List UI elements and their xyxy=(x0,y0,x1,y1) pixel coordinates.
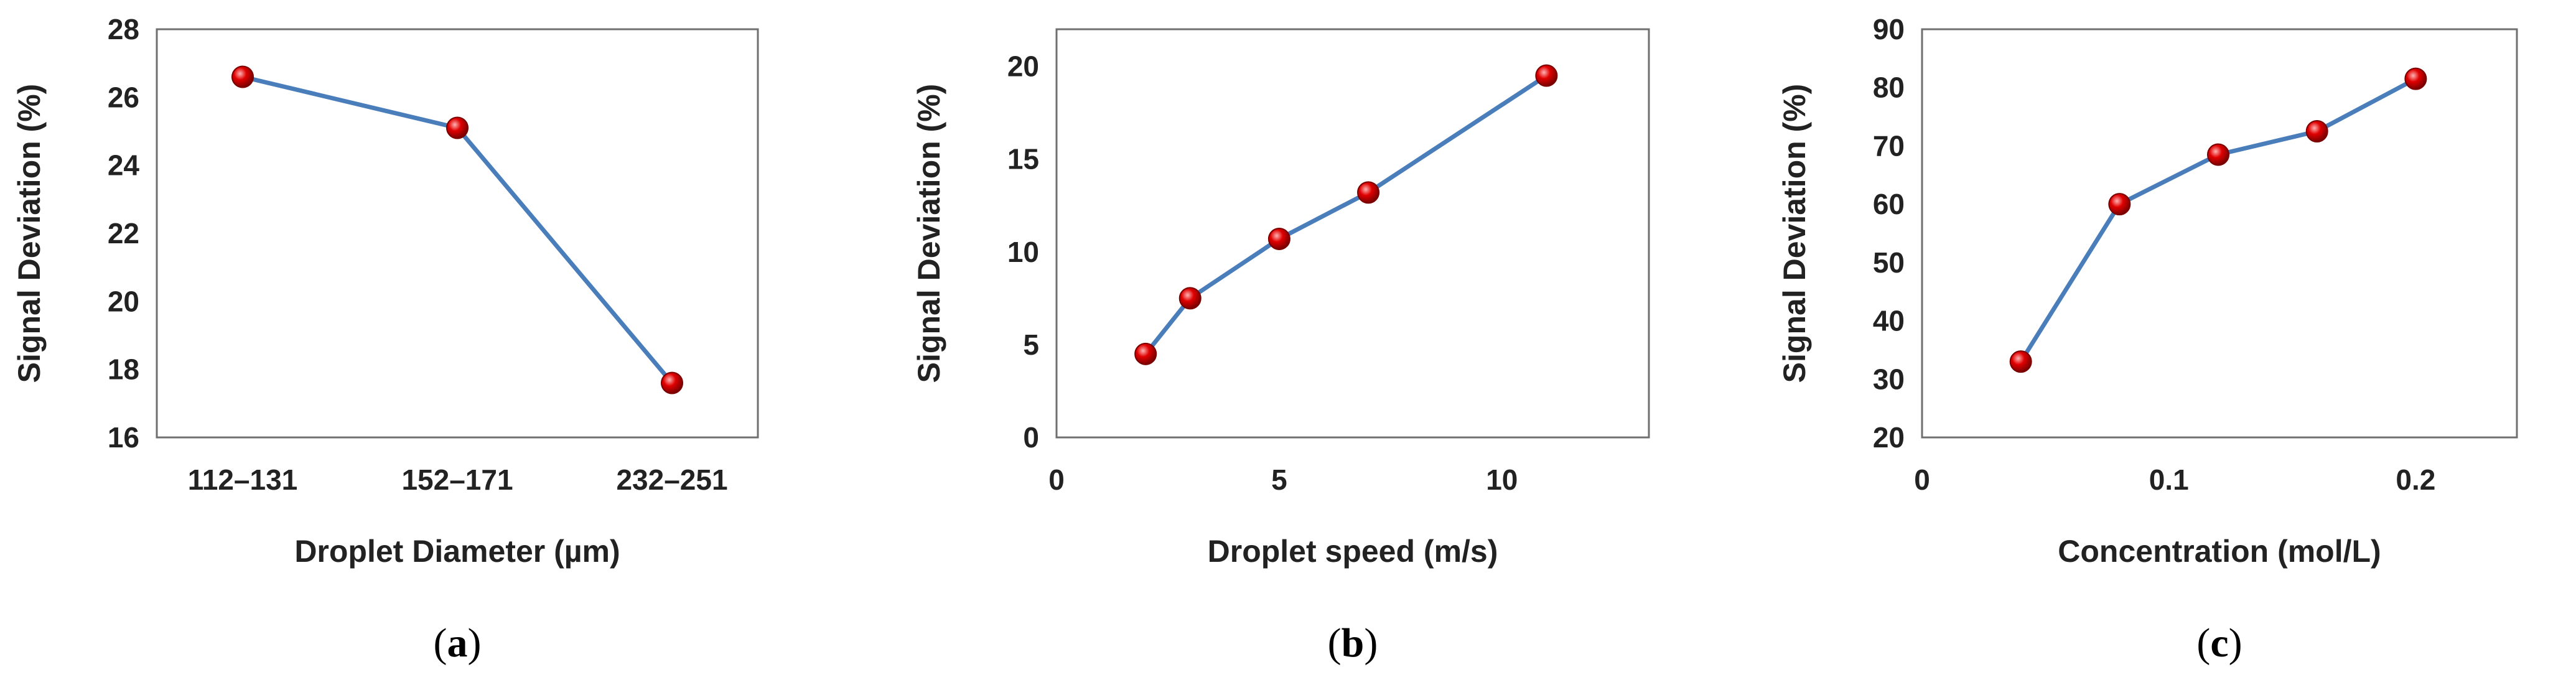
y-tick-label-b: 0 xyxy=(1023,421,1039,454)
data-point-a xyxy=(231,65,254,88)
y-tick-label-b: 5 xyxy=(1023,329,1039,361)
x-tick-label-a: 152–171 xyxy=(401,464,513,496)
data-point-c xyxy=(2108,193,2131,216)
y-tick-label-c: 40 xyxy=(1873,305,1905,337)
x-tick-label-a: 232–251 xyxy=(616,464,727,496)
data-point-a xyxy=(661,371,683,394)
y-tick-label-a: 20 xyxy=(108,285,139,317)
data-point-b xyxy=(1535,64,1558,87)
y-tick-label-c: 70 xyxy=(1873,129,1905,162)
y-tick-label-b: 15 xyxy=(1007,143,1039,175)
y-tick-label-a: 16 xyxy=(108,421,139,454)
data-point-b xyxy=(1357,181,1380,204)
panel-caption-c: (c) xyxy=(2196,620,2242,666)
y-tick-label-c: 30 xyxy=(1873,363,1905,395)
data-point-c xyxy=(2009,350,2032,373)
x-tick-label-b: 0 xyxy=(1048,464,1065,496)
plot-frame-c xyxy=(1921,28,2518,439)
series-line-c xyxy=(2018,77,2418,364)
panel-letter-a: a xyxy=(447,620,468,666)
x-tick-label-b: 5 xyxy=(1271,464,1287,496)
x-tick-label-a: 112–131 xyxy=(188,464,298,496)
data-point-c xyxy=(2305,120,2328,142)
chart-b-svg: 0 5 10 15 20 0 5 10 Droplet speed (m/s) Signal De… xyxy=(912,28,1650,666)
chart-a-svg: 16 18 20 22 24 26 28 112–131 152–171 232–251 Dropl… xyxy=(12,13,759,666)
x-axis-title-a: Droplet Diameter (µm) xyxy=(294,534,620,569)
plot-frame-a xyxy=(156,28,759,439)
panel-caption-a: (a) xyxy=(434,620,482,666)
data-point-a xyxy=(446,116,469,139)
plot-frame-b xyxy=(1055,28,1650,439)
y-tick-label-c: 20 xyxy=(1873,421,1905,454)
panel-caption-b: (b) xyxy=(1328,620,1378,666)
x-tick-label-b: 10 xyxy=(1486,464,1518,496)
panel-b: 0 5 10 15 20 0 5 10 Droplet speed (m/s) Signal De… xyxy=(859,0,1717,692)
y-axis-title-c: Signal Deviation (%) xyxy=(1777,84,1812,383)
y-tick-label-a: 26 xyxy=(108,81,139,113)
y-axis-title-b: Signal Deviation (%) xyxy=(912,84,946,383)
y-tick-label-c: 60 xyxy=(1873,188,1905,220)
x-tick-label-c: 0 xyxy=(1914,464,1930,496)
x-axis-title-b: Droplet speed (m/s) xyxy=(1208,534,1498,569)
series-line-b xyxy=(1143,73,1549,357)
y-axis-title-a: Signal Deviation (%) xyxy=(12,84,47,383)
data-point-b xyxy=(1267,227,1290,250)
data-point-b xyxy=(1178,287,1202,310)
data-point-c xyxy=(2404,67,2427,90)
y-tick-label-a: 18 xyxy=(108,353,139,386)
y-tick-label-a: 22 xyxy=(108,217,139,250)
panel-c: 20 30 40 50 60 70 80 90 0 0.1 0.2 Concentration (mo… xyxy=(1717,0,2576,692)
chart-c-svg: 20 30 40 50 60 70 80 90 0 0.1 0.2 Concentration (mo… xyxy=(1777,13,2518,666)
y-tick-label-b: 10 xyxy=(1007,236,1039,268)
data-point-b xyxy=(1134,342,1157,365)
x-axis-title-c: Concentration (mol/L) xyxy=(2058,534,2381,569)
y-tick-label-c: 90 xyxy=(1873,13,1905,45)
y-tick-label-b: 20 xyxy=(1007,50,1039,83)
y-tick-label-c: 80 xyxy=(1873,72,1905,104)
panel-letter-c: c xyxy=(2210,620,2228,666)
y-tick-label-a: 24 xyxy=(108,149,140,182)
data-point-c xyxy=(2207,143,2230,166)
panel-letter-b: b xyxy=(1342,620,1365,666)
y-tick-label-a: 28 xyxy=(108,13,139,45)
panel-a: 16 18 20 22 24 26 28 112–131 152–171 232–251 Dropl… xyxy=(0,0,859,692)
x-tick-label-c: 0.1 xyxy=(2149,464,2189,496)
y-tick-label-c: 50 xyxy=(1873,246,1905,279)
x-tick-label-c: 0.2 xyxy=(2396,464,2435,496)
